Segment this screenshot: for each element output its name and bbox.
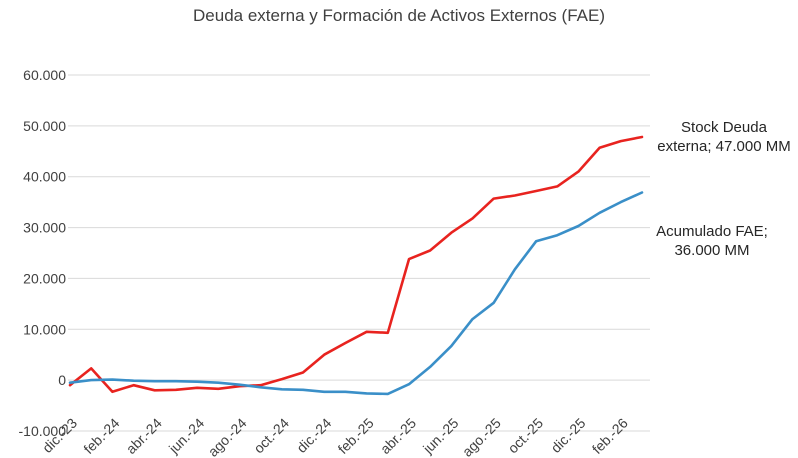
y-tick-label: 10.000 — [23, 321, 66, 337]
y-tick-label: 60.000 — [23, 67, 66, 83]
y-tick-label: 20.000 — [23, 270, 66, 286]
y-tick-label: 0 — [58, 372, 66, 388]
series-lines — [68, 135, 644, 396]
annotation-fae: Acumulado FAE; 36.000 MM — [656, 223, 768, 259]
chart-title: Deuda externa y Formación de Activos Ext… — [193, 6, 605, 25]
y-axis-ticks: -10.000 0 10.000 20.000 30.000 40.000 50.000 60… — [19, 67, 67, 439]
x-tick-label: abr.-24 — [123, 415, 165, 457]
annotation-deuda: Stock Deuda externa; 47.000 MM — [657, 119, 790, 155]
x-tick-label: abr.-25 — [377, 415, 419, 457]
y-tick-label: 40.000 — [23, 169, 66, 185]
x-tick-label: feb.-25 — [335, 415, 377, 457]
series-line-deuda — [68, 135, 644, 394]
x-tick-label: dic.-24 — [293, 415, 334, 456]
x-tick-label: ago.-25 — [459, 415, 504, 458]
y-tick-label: 30.000 — [23, 220, 66, 236]
x-tick-label: feb.-26 — [589, 415, 631, 457]
x-tick-label: oct.-24 — [250, 415, 292, 457]
x-tick-label: feb.-24 — [80, 415, 122, 457]
series-line-fae — [68, 191, 644, 396]
annotations: Stock Deuda externa; 47.000 MM Acumulado F… — [656, 119, 791, 259]
x-tick-label: oct.-25 — [505, 415, 547, 457]
y-tick-label: -10.000 — [19, 423, 67, 439]
x-tick-label: jun.-24 — [165, 415, 207, 457]
x-tick-label: ago.-24 — [205, 415, 250, 458]
x-tick-label: dic.-25 — [548, 415, 589, 456]
y-tick-label: 50.000 — [23, 118, 66, 134]
gridlines — [68, 74, 650, 432]
x-tick-label: jun.-25 — [419, 415, 461, 457]
